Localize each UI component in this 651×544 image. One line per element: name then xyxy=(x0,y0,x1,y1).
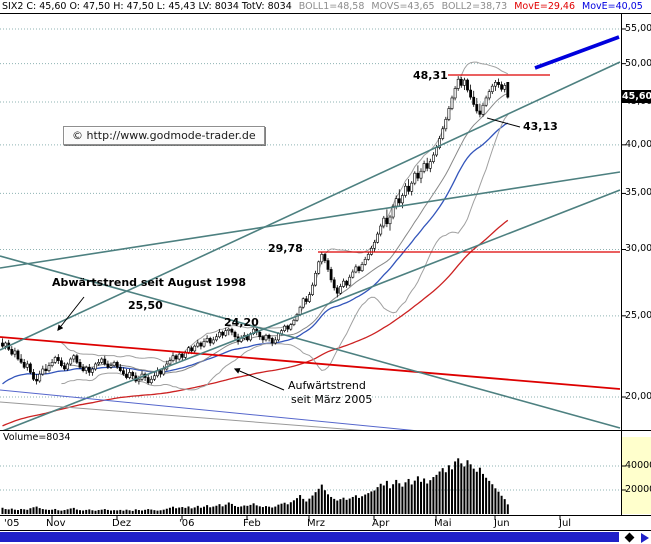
scrollbar-diamond-handle[interactable] xyxy=(624,532,635,543)
blue-projection xyxy=(534,35,620,70)
pane-borders xyxy=(0,13,651,531)
aux-blue xyxy=(0,389,414,430)
scrollbar-right-arrow[interactable] xyxy=(641,533,649,543)
downtrend-since-aug-1998 xyxy=(0,336,621,390)
channel-4 xyxy=(0,255,621,429)
move-blue-indicator-label: MovE=40,05 xyxy=(582,1,643,12)
chart-header: SIX2 C: 45,60 O: 47,50 H: 47,50 L: 45,43… xyxy=(0,0,651,13)
channel-1 xyxy=(0,171,621,269)
volume-axis-highlight xyxy=(622,437,651,514)
boll1-indicator-label: BOLL1=48,58 xyxy=(298,1,365,12)
annotation-arrows xyxy=(57,117,521,391)
symbol-quote-info: SIX2 C: 45,60 O: 47,50 H: 47,50 L: 45,43… xyxy=(2,1,292,12)
movs-indicator-label: MOVS=43,65 xyxy=(371,1,435,12)
volume-pane-label: Volume=8034 xyxy=(3,432,71,443)
horizontal-scrollbar[interactable] xyxy=(0,531,651,544)
boll2-indicator-label: BOLL2=38,73 xyxy=(441,1,508,12)
candlesticks xyxy=(1,76,510,385)
channel-3 xyxy=(2,189,621,430)
aux-gray xyxy=(0,401,363,430)
volume-bars xyxy=(1,458,509,514)
channel-2 xyxy=(0,61,621,351)
watermark: © http://www.godmode-trader.de xyxy=(63,126,265,145)
move-red-indicator-label: MovE=29,46 xyxy=(514,1,576,12)
scrollbar-thumb[interactable] xyxy=(0,532,619,542)
trendlines xyxy=(0,35,621,430)
last-price-label: 45,60 xyxy=(622,90,651,104)
